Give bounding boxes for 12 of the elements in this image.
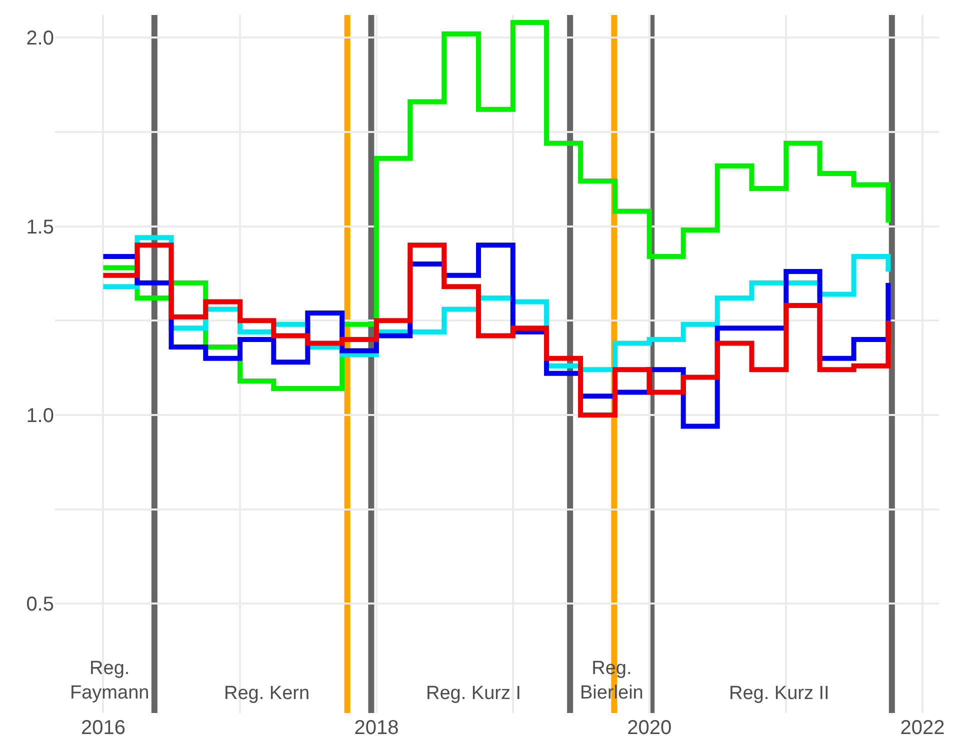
annotation: Reg. Kurz I [426,683,522,704]
x-tick-label: 2020 [627,717,672,739]
x-tick-label: 2022 [900,717,945,739]
x-tick-label: 2018 [354,717,399,739]
x-tick-label: 2016 [80,717,126,739]
annotation: Reg. Kern [224,683,310,704]
annotation: Reg. Kurz II [729,683,830,704]
y-tick-label: 2.0 [26,28,54,50]
y-tick-label: 1.0 [26,404,54,427]
y-tick-label: 0.5 [26,594,54,616]
annotation: Reg. Faymann [70,658,150,704]
y-tick-label: 1.5 [26,216,54,238]
